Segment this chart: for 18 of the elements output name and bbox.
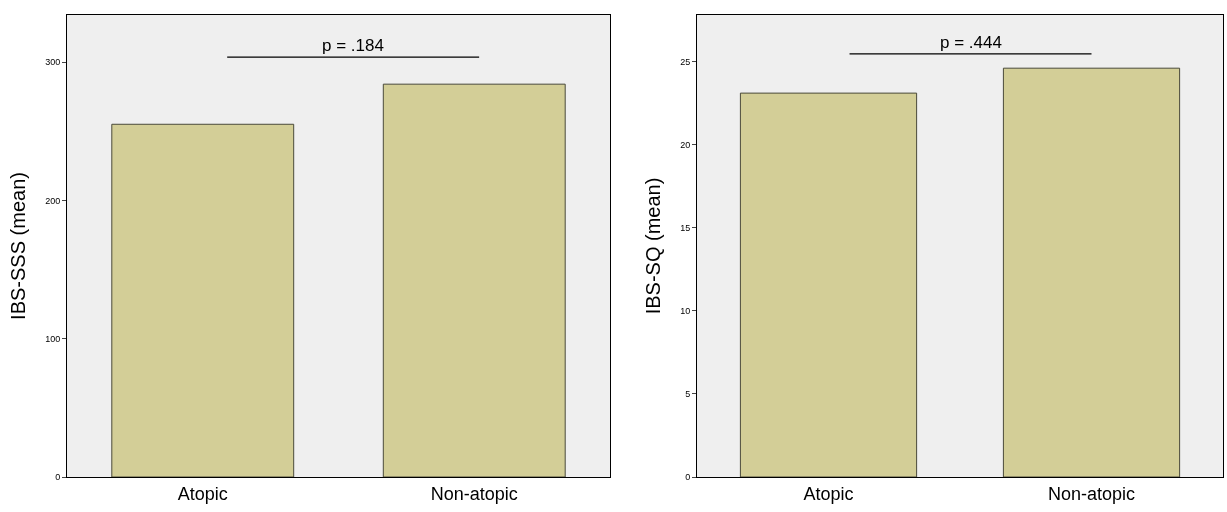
y-tick-label: 5 bbox=[685, 389, 691, 400]
y-tick-label: 100 bbox=[45, 333, 61, 344]
y-tick-label: 20 bbox=[680, 139, 691, 150]
x-tick-label: Atopic bbox=[177, 483, 228, 504]
y-tick-label: 25 bbox=[680, 56, 691, 67]
y-tick-label: 0 bbox=[55, 472, 61, 483]
annotation: p = .184 bbox=[322, 36, 384, 55]
x-tick-label: Non-atopic bbox=[430, 483, 518, 504]
y-tick-label: 300 bbox=[45, 57, 61, 68]
y-axis-title: IBS-SSS (mean) bbox=[6, 172, 29, 320]
x-tick-label: Non-atopic bbox=[1047, 483, 1136, 504]
y-tick-label: 10 bbox=[680, 305, 691, 316]
x-tick-label: Atopic bbox=[803, 483, 854, 504]
y-tick-label: 0 bbox=[685, 472, 691, 483]
annotation: p = .444 bbox=[940, 33, 1002, 52]
y-tick-label: 15 bbox=[680, 222, 691, 233]
y-axis-title: IBS-SQ (mean) bbox=[641, 177, 664, 315]
y-tick-label: 200 bbox=[45, 195, 61, 206]
